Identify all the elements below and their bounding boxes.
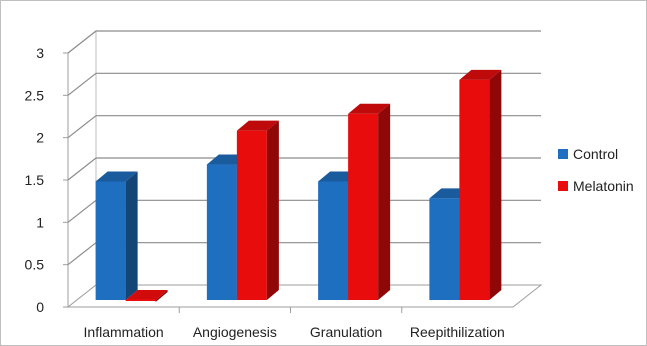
legend-swatch-melatonin: [558, 181, 568, 191]
bar-front: [125, 299, 156, 301]
bar-melatonin-reepithilization: [459, 69, 502, 300]
bar-side: [489, 69, 502, 300]
legend-label-control: Control: [573, 146, 618, 162]
gridline: [67, 157, 541, 181]
x-category-label: Reepithilization: [410, 324, 505, 340]
bar-side: [155, 290, 168, 302]
y-tick-label: 0: [36, 299, 44, 315]
y-tick-label: 1.5: [25, 172, 45, 188]
bar-side: [125, 171, 138, 300]
y-axis-ticks: 0 0.5 1 1.5 2 2.5 3: [25, 45, 45, 315]
bar-front: [459, 79, 490, 300]
bar-side: [266, 120, 279, 301]
legend: Control Melatonin: [558, 146, 634, 194]
x-category-label: Granulation: [310, 324, 382, 340]
gridline: [67, 30, 541, 54]
bar-front: [206, 164, 237, 300]
bar-front: [429, 198, 460, 300]
bar-front: [236, 130, 267, 300]
bar-top: [125, 290, 168, 300]
bar-melatonin-granulation: [348, 103, 391, 300]
x-category-label: Inflammation: [84, 324, 164, 340]
y-tick-label: 3: [36, 45, 44, 61]
bar-top: [236, 120, 279, 131]
y-tick-label: 2: [36, 130, 44, 146]
bar-melatonin-inflammation: [125, 290, 168, 302]
bars-group: [95, 69, 502, 302]
floor: [66, 284, 543, 308]
gridline: [67, 115, 541, 139]
bar-front: [348, 113, 379, 300]
bar-melatonin-angiogenesis: [236, 120, 279, 301]
y-tick-label: 2.5: [25, 87, 45, 103]
bar-front: [318, 181, 349, 300]
bar-top: [348, 103, 391, 114]
x-axis-categories: Inflammation Angiogenesis Granulation Reepi…: [84, 307, 505, 340]
x-category-label: Angiogenesis: [193, 324, 277, 340]
gridline: [67, 72, 541, 96]
legend-label-melatonin: Melatonin: [573, 178, 634, 194]
bar-top: [459, 69, 502, 80]
y-tick-label: 0.5: [25, 257, 45, 273]
bar-side: [378, 103, 391, 300]
y-tick-label: 1: [36, 214, 44, 230]
legend-swatch-control: [558, 149, 568, 159]
bar-control-inflammation: [95, 171, 138, 300]
bar-front: [95, 181, 126, 300]
bar-top: [95, 171, 138, 182]
